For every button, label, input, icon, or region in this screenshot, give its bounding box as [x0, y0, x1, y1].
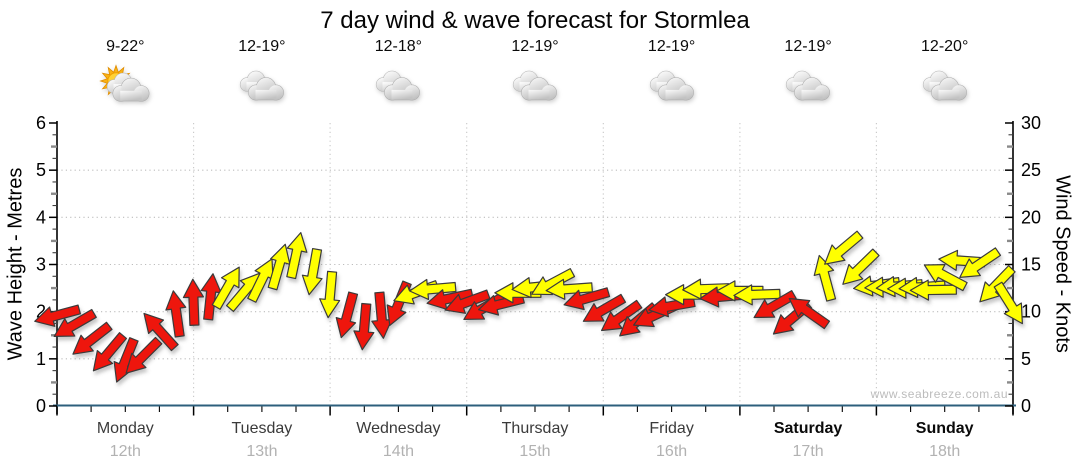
clouds-icon: [912, 64, 978, 119]
wind-arrow: [247, 258, 274, 303]
wind-arrow: [92, 332, 128, 372]
day-name-wednesday: Wednesday: [356, 420, 441, 437]
clouds-icon: [229, 64, 295, 119]
left-tick-label: 6: [36, 113, 46, 133]
wind-arrow: [267, 243, 291, 291]
wind-arrow: [182, 278, 205, 326]
gridlines: [57, 123, 1013, 406]
day-date-wednesday: 14th: [382, 443, 414, 460]
temp-range-tuesday: 12-19°: [238, 38, 286, 55]
clouds-icon: [365, 64, 431, 119]
wind-arrow: [319, 270, 341, 319]
wind-arrow: [200, 273, 222, 321]
wind-arrow: [371, 291, 393, 339]
day-date-sunday: 18th: [929, 443, 961, 460]
temp-range-sunday: 12-20°: [921, 38, 969, 55]
wind-arrow: [923, 264, 968, 292]
day-date-friday: 16th: [656, 443, 688, 460]
wind-arrow: [733, 284, 781, 306]
temp-range-monday: 9-22°: [106, 38, 145, 55]
wind-arrow: [53, 308, 97, 337]
wind-arrows: [34, 230, 1023, 383]
day-date-monday: 12th: [109, 443, 141, 460]
wind-arrow: [993, 281, 1023, 325]
wind-arrow: [753, 290, 797, 319]
wind-arrow: [545, 278, 593, 300]
left-tick-label: 5: [36, 160, 46, 180]
wind-arrow: [600, 299, 643, 332]
right-tick-label: 5: [1021, 349, 1031, 369]
day-date-tuesday: 13th: [246, 443, 278, 460]
day-name-thursday: Thursday: [501, 420, 569, 437]
left-tick-label: 2: [36, 302, 46, 322]
clouds-icon: [639, 64, 705, 119]
day-date-saturday: 17th: [792, 443, 824, 460]
clouds-icon: [775, 64, 841, 119]
wind-arrow: [143, 312, 179, 352]
wind-arrow: [286, 232, 308, 280]
wind-arrow: [72, 321, 113, 355]
page-title: 7 day wind & wave forecast for Stormlea: [320, 7, 750, 34]
wind-arrow: [301, 247, 323, 296]
left-tick-label: 1: [36, 349, 46, 369]
right-tick-label: 20: [1021, 207, 1041, 227]
wind-arrow: [842, 248, 880, 285]
wind-arrow: [582, 293, 627, 322]
wind-arrow: [682, 278, 730, 300]
wind-arrow: [34, 304, 81, 327]
wind-arrow: [165, 290, 187, 338]
temp-range-friday: 12-19°: [647, 38, 696, 55]
wind-arrow: [788, 297, 831, 330]
day-date-thursday: 15th: [519, 443, 551, 460]
left-tick-label: 4: [36, 207, 46, 227]
watermark: www.seabreeze.com.au: [870, 387, 1008, 401]
wind-arrow: [211, 266, 240, 310]
clouds-icon: [502, 64, 568, 119]
temp-range-wednesday: 12-18°: [374, 38, 423, 55]
wind-arrow: [444, 289, 491, 314]
left-tick-label: 3: [36, 255, 46, 275]
left-tick-label: 0: [36, 396, 46, 416]
day-name-friday: Friday: [649, 420, 694, 437]
right-tick-label: 10: [1021, 302, 1041, 322]
wind-arrow: [979, 265, 1016, 303]
right-tick-label: 15: [1021, 255, 1041, 275]
day-name-saturday: Saturday: [773, 420, 843, 437]
day-name-tuesday: Tuesday: [231, 420, 293, 437]
wind-arrow: [335, 291, 359, 339]
day-name-monday: Monday: [96, 420, 154, 437]
wind-arrow: [426, 288, 474, 310]
wind-arrow: [125, 336, 163, 374]
temp-range-saturday: 12-19°: [784, 38, 832, 55]
axes: 0 01 52 103 154 205 256 30: [36, 113, 1041, 416]
wind-arrow: [824, 230, 864, 265]
temp-range-thursday: 12-19°: [511, 38, 559, 55]
right-tick-label: 30: [1021, 113, 1041, 133]
right-tick-label: 25: [1021, 160, 1041, 180]
wind-arrow: [409, 278, 457, 300]
sun-cloud-icon: [92, 64, 158, 119]
wind-arrow: [563, 287, 611, 311]
right-tick-label: 0: [1021, 396, 1031, 416]
wind-arrow: [353, 302, 375, 351]
wind-arrow: [959, 247, 1002, 278]
day-name-sunday: Sunday: [915, 420, 974, 437]
